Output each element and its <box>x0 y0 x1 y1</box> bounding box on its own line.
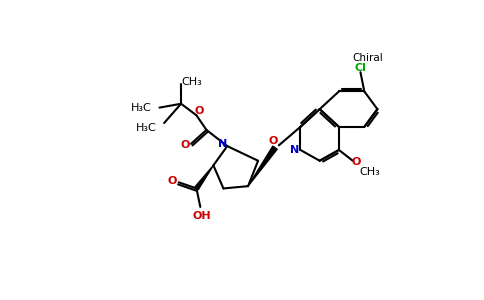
Text: CH₃: CH₃ <box>182 77 202 87</box>
Text: H₃C: H₃C <box>136 123 157 134</box>
Polygon shape <box>195 165 213 190</box>
Text: O: O <box>268 136 277 146</box>
Polygon shape <box>248 146 277 186</box>
Text: Chiral: Chiral <box>353 52 383 63</box>
Text: N: N <box>218 139 227 149</box>
Text: OH: OH <box>193 211 211 221</box>
Text: O: O <box>180 140 190 150</box>
Text: H₃C: H₃C <box>131 103 151 113</box>
Text: N: N <box>289 145 299 155</box>
Text: Cl: Cl <box>355 63 366 73</box>
Text: O: O <box>194 106 203 116</box>
Text: O: O <box>352 157 362 167</box>
Text: O: O <box>168 176 177 186</box>
Text: CH₃: CH₃ <box>359 167 380 176</box>
